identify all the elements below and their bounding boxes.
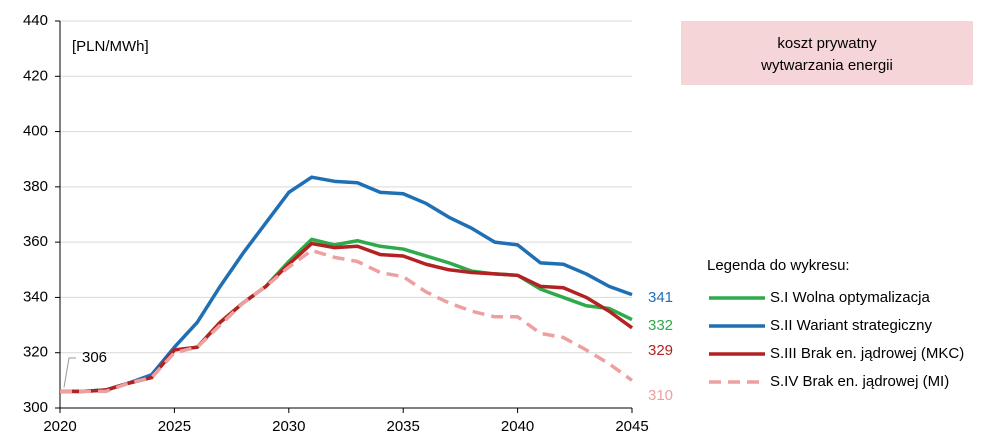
y-axis-label: [PLN/MWh] [72, 38, 149, 55]
y-tick-label: 340 [23, 288, 48, 305]
x-tick-label: 2025 [158, 418, 191, 435]
x-tick-label: 2045 [615, 418, 648, 435]
x-tick-label: 2035 [387, 418, 420, 435]
y-tick-label: 420 [23, 67, 48, 84]
series-line [60, 175, 633, 394]
series-line [60, 241, 634, 394]
end-value-label: 332 [648, 317, 673, 334]
x-tick-label: 2020 [43, 418, 76, 435]
y-tick-label: 380 [23, 178, 48, 195]
annotation-leader [63, 357, 76, 388]
annotation: koszt prywatny [777, 35, 877, 52]
start-value-label: 306 [82, 349, 107, 366]
legend-label: S.IV Brak en. jądrowej (MI) [770, 373, 949, 390]
y-tick-label: 360 [23, 233, 48, 250]
y-tick-label: 400 [23, 123, 48, 140]
end-value-label: 329 [648, 342, 673, 359]
y-tick-label: 440 [23, 12, 48, 29]
annotation-box [681, 21, 973, 85]
end-value-label: 341 [648, 289, 673, 306]
legend-label: S.I Wolna optymalizacja [770, 289, 930, 306]
y-tick-label: 320 [23, 344, 48, 361]
x-tick-label: 2040 [501, 418, 534, 435]
x-tick-label: 2030 [272, 418, 305, 435]
y-tick-label: 300 [23, 399, 48, 416]
series-line [60, 248, 634, 394]
legend-label: S.II Wariant strategiczny [770, 317, 932, 334]
annotation: wytwarzania energii [760, 57, 893, 74]
legend-title: Legenda do wykresu: [707, 257, 850, 274]
end-value-label: 310 [648, 387, 673, 404]
legend-label: S.III Brak en. jądrowej (MKC) [770, 345, 964, 362]
